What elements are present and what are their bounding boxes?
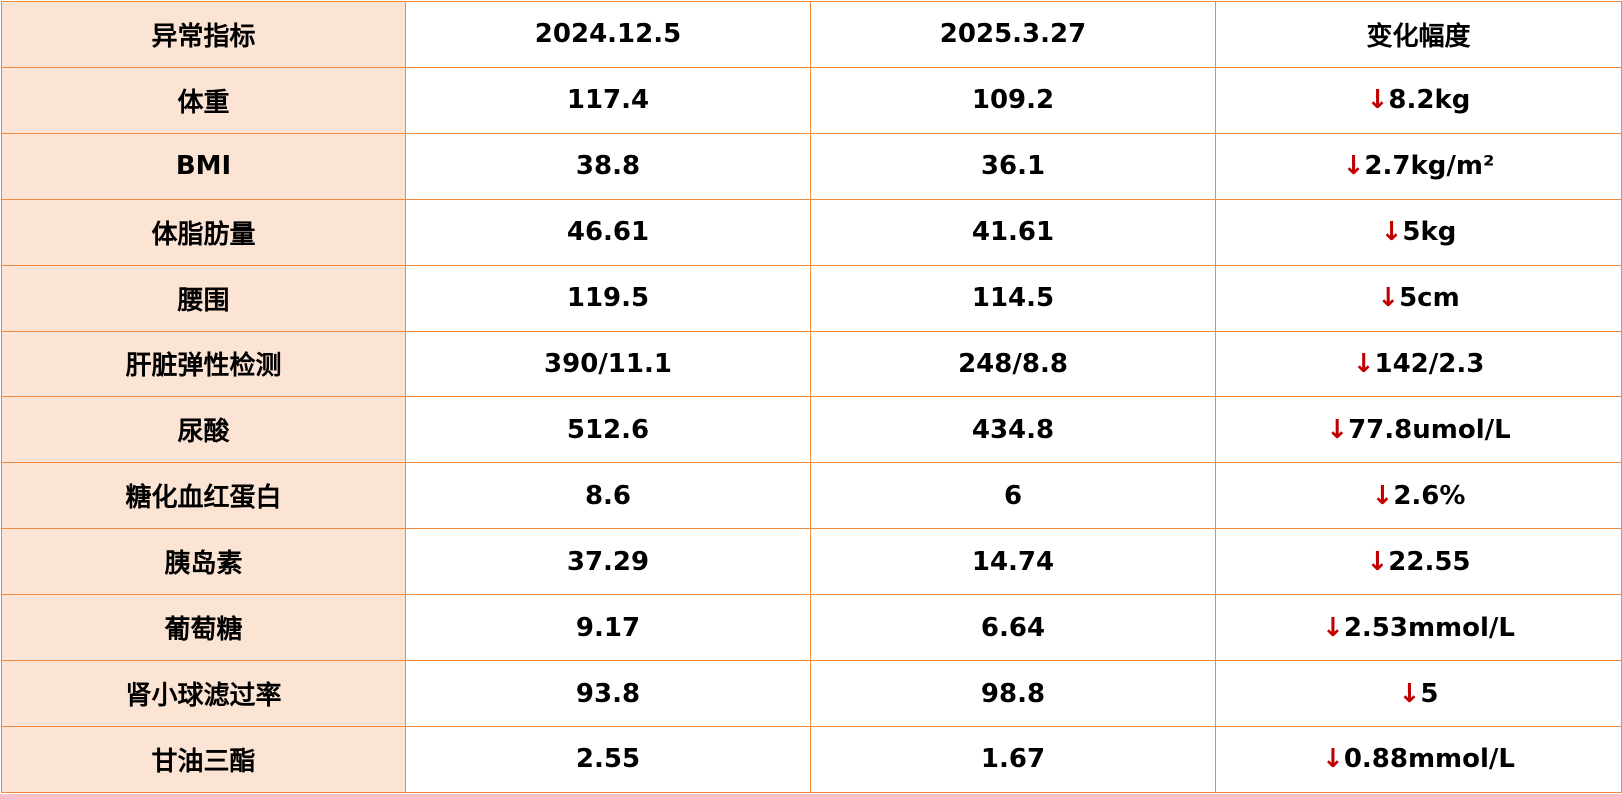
down-arrow-icon: ↓ <box>1371 480 1394 511</box>
header-indicator: 异常指标 <box>1 1 406 68</box>
change-value: 0.88mmol/L <box>1343 744 1515 775</box>
change-cell: ↓8.2kg <box>1215 66 1622 134</box>
table-row: 糖化血红蛋白 8.6 6 ↓2.6% <box>1 462 1622 530</box>
value-before-cell: 2.55 <box>405 725 811 794</box>
table-row: 体重 117.4 109.2 ↓8.2kg <box>1 66 1622 134</box>
change-value: 5cm <box>1399 283 1460 314</box>
value-before-cell: 93.8 <box>405 660 811 727</box>
change-cell: ↓2.53mmol/L <box>1215 594 1622 662</box>
table-row: BMI 38.8 36.1 ↓2.7kg/m² <box>1 132 1622 200</box>
change-value: 5 <box>1420 678 1439 709</box>
down-arrow-icon: ↓ <box>1398 678 1421 709</box>
value-before-cell: 119.5 <box>405 264 811 332</box>
table-row: 体脂肪量 46.61 41.61 ↓5kg <box>1 198 1622 266</box>
down-arrow-icon: ↓ <box>1366 546 1389 577</box>
table-row: 腰围 119.5 114.5 ↓5cm <box>1 264 1622 332</box>
indicator-name-cell: BMI <box>1 132 406 200</box>
down-arrow-icon: ↓ <box>1322 612 1344 643</box>
value-before-cell: 37.29 <box>405 528 811 596</box>
value-before-cell: 117.4 <box>405 66 811 134</box>
value-after-cell: 41.61 <box>810 198 1216 266</box>
down-arrow-icon: ↓ <box>1326 414 1349 445</box>
change-cell: ↓2.6% <box>1215 462 1622 530</box>
change-cell: ↓5 <box>1215 660 1622 727</box>
value-after-cell: 36.1 <box>810 132 1216 200</box>
indicator-name-cell: 肝脏弹性检测 <box>1 330 406 398</box>
header-date-after: 2025.3.27 <box>810 1 1216 68</box>
header-date-before: 2024.12.5 <box>405 1 811 68</box>
indicator-name-cell: 体脂肪量 <box>1 198 406 266</box>
change-value: 77.8umol/L <box>1348 414 1511 445</box>
down-arrow-icon: ↓ <box>1322 744 1344 775</box>
change-cell: ↓22.55 <box>1215 528 1622 596</box>
value-after-cell: 6 <box>810 462 1216 530</box>
indicator-name-cell: 葡萄糖 <box>1 594 406 662</box>
down-arrow-icon: ↓ <box>1377 283 1400 314</box>
change-cell: ↓5cm <box>1215 264 1622 332</box>
indicator-name-cell: 尿酸 <box>1 396 406 464</box>
indicator-name-cell: 胰岛素 <box>1 528 406 596</box>
value-after-cell: 109.2 <box>810 66 1216 134</box>
change-value: 5kg <box>1402 217 1457 248</box>
value-before-cell: 512.6 <box>405 396 811 464</box>
indicator-name-cell: 甘油三酯 <box>1 725 406 794</box>
value-before-cell: 46.61 <box>405 198 811 266</box>
table-row: 肾小球滤过率 93.8 98.8 ↓5 <box>1 660 1622 727</box>
value-before-cell: 8.6 <box>405 462 811 530</box>
value-after-cell: 248/8.8 <box>810 330 1216 398</box>
table-row: 甘油三酯 2.55 1.67 ↓0.88mmol/L <box>1 725 1622 794</box>
table-row: 肝脏弹性检测 390/11.1 248/8.8 ↓142/2.3 <box>1 330 1622 398</box>
indicator-name-cell: 体重 <box>1 66 406 134</box>
value-after-cell: 14.74 <box>810 528 1216 596</box>
value-after-cell: 434.8 <box>810 396 1216 464</box>
change-value: 2.53mmol/L <box>1343 612 1515 643</box>
table-row: 胰岛素 37.29 14.74 ↓22.55 <box>1 528 1622 596</box>
change-cell: ↓77.8umol/L <box>1215 396 1622 464</box>
header-row: 异常指标 2024.12.5 2025.3.27 变化幅度 <box>1 1 1622 68</box>
header-change: 变化幅度 <box>1215 1 1622 68</box>
value-before-cell: 390/11.1 <box>405 330 811 398</box>
change-value: 2.6% <box>1393 480 1466 511</box>
change-cell: ↓0.88mmol/L <box>1215 725 1622 794</box>
value-after-cell: 1.67 <box>810 725 1216 794</box>
value-before-cell: 38.8 <box>405 132 811 200</box>
change-cell: ↓2.7kg/m² <box>1215 132 1622 200</box>
table-row: 尿酸 512.6 434.8 ↓77.8umol/L <box>1 396 1622 464</box>
value-after-cell: 114.5 <box>810 264 1216 332</box>
change-value: 2.7kg/m² <box>1364 151 1495 182</box>
down-arrow-icon: ↓ <box>1342 151 1365 182</box>
value-before-cell: 9.17 <box>405 594 811 662</box>
value-after-cell: 98.8 <box>810 660 1216 727</box>
down-arrow-icon: ↓ <box>1366 85 1389 116</box>
value-after-cell: 6.64 <box>810 594 1216 662</box>
change-value: 142/2.3 <box>1374 348 1485 379</box>
change-value: 8.2kg <box>1388 85 1471 116</box>
change-value: 22.55 <box>1388 546 1471 577</box>
down-arrow-icon: ↓ <box>1380 217 1403 248</box>
indicator-name-cell: 肾小球滤过率 <box>1 660 406 727</box>
indicator-name-cell: 腰围 <box>1 264 406 332</box>
indicator-name-cell: 糖化血红蛋白 <box>1 462 406 530</box>
table-row: 葡萄糖 9.17 6.64 ↓2.53mmol/L <box>1 594 1622 662</box>
change-cell: ↓5kg <box>1215 198 1622 266</box>
down-arrow-icon: ↓ <box>1352 348 1375 379</box>
change-cell: ↓142/2.3 <box>1215 330 1622 398</box>
